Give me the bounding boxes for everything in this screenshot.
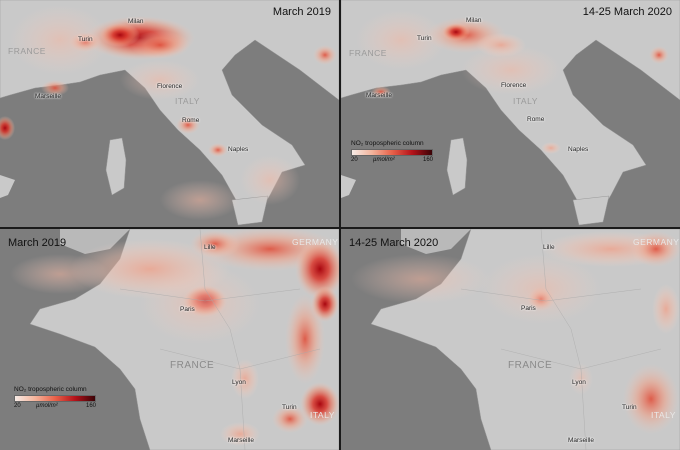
italy-2020-panel: 14-25 March 2020 Milan Turin Florence Ma…: [341, 0, 680, 227]
legend-max: 160: [422, 157, 433, 163]
city-label: Florence: [157, 83, 183, 90]
legend-unit: µmol/m²: [373, 157, 395, 163]
legend-title: NO₂ tropospheric column: [14, 386, 87, 393]
italy-2020-map: [341, 0, 680, 227]
italy-2019-map: [0, 0, 339, 227]
city-label: Milan: [128, 18, 144, 25]
city-label: Marseille: [366, 92, 393, 99]
country-label: FRANCE: [170, 360, 215, 371]
city-label: Naples: [228, 146, 249, 153]
city-label: Florence: [501, 82, 527, 89]
legend-min: 20: [14, 403, 21, 409]
france-2019-panel: March 2019 Lille Paris Lyon Turin Marsei…: [0, 229, 339, 450]
city-label: Marseille: [568, 437, 595, 444]
legend-color-bar: [351, 149, 433, 156]
city-label: Naples: [568, 146, 589, 153]
city-label: Milan: [466, 17, 482, 24]
city-label: Turin: [622, 404, 637, 411]
city-label: Rome: [527, 116, 545, 123]
country-label: ITALY: [513, 96, 538, 106]
city-label: Lille: [204, 244, 216, 251]
legend-min: 20: [351, 157, 358, 163]
panel-date: 14-25 March 2020: [582, 6, 672, 18]
country-label: GERMANY: [292, 237, 339, 247]
city-label: Turin: [282, 404, 297, 411]
city-label: Rome: [182, 117, 200, 124]
legend-color-bar: [14, 395, 96, 402]
city-label: Lyon: [232, 379, 246, 386]
panel-date: 14-25 March 2020: [349, 237, 439, 249]
city-label: Lille: [543, 244, 555, 251]
legend-max: 160: [85, 403, 96, 409]
no2-legend: NO₂ tropospheric column 20 µmol/m² 160: [351, 140, 433, 165]
country-label: ITALY: [310, 410, 335, 420]
country-label: FRANCE: [508, 360, 553, 371]
city-label: Marseille: [228, 437, 255, 444]
city-label: Turin: [78, 36, 93, 43]
country-label: ITALY: [175, 96, 200, 106]
country-label: FRANCE: [349, 48, 387, 58]
france-2020-map: [341, 229, 680, 450]
country-label: ITALY: [651, 410, 676, 420]
city-label: Turin: [417, 35, 432, 42]
city-label: Lyon: [572, 379, 586, 386]
legend-title: NO₂ tropospheric column: [351, 140, 424, 147]
panel-date: March 2019: [272, 6, 331, 18]
no2-legend: NO₂ tropospheric column 20 µmol/m² 160: [14, 386, 96, 411]
country-label: GERMANY: [633, 237, 680, 247]
panel-date: March 2019: [8, 237, 67, 249]
france-2020-panel: 14-25 March 2020 Lille Paris Lyon Turin …: [341, 229, 680, 450]
legend-unit: µmol/m²: [36, 403, 58, 409]
country-label: FRANCE: [8, 46, 46, 56]
italy-2019-panel: March 2019 Milan Turin Florence Marseill…: [0, 0, 339, 227]
france-2019-map: [0, 229, 339, 450]
city-label: Paris: [180, 306, 195, 313]
city-label: Paris: [521, 305, 536, 312]
city-label: Marseille: [35, 93, 62, 100]
